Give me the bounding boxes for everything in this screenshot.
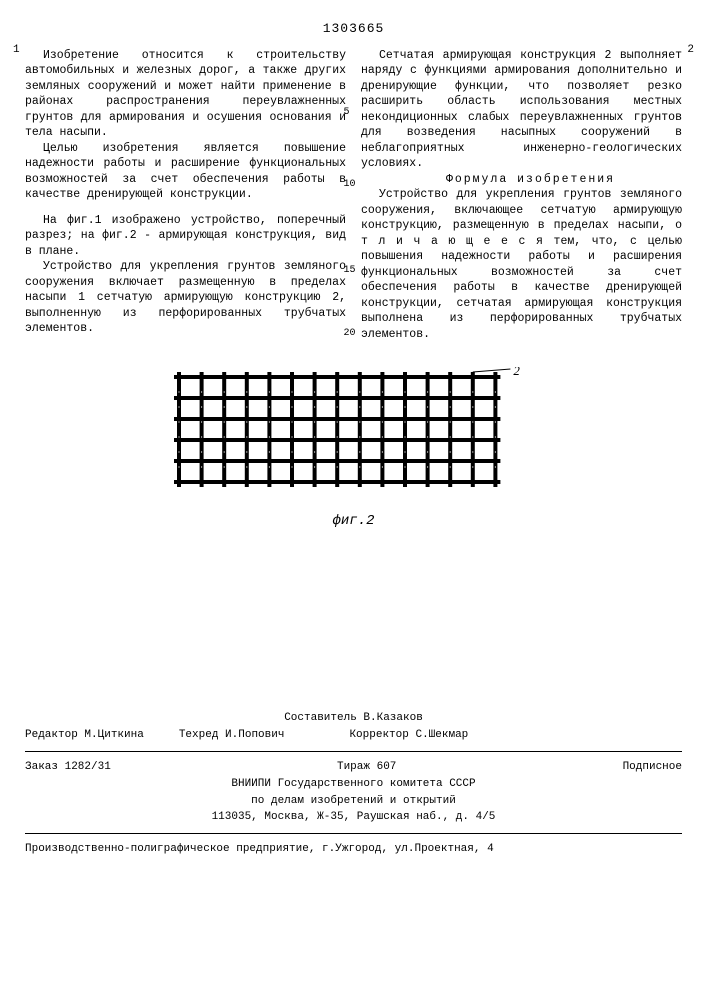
column-number-right: 2 [687, 43, 694, 58]
line-number-10: 10 [344, 178, 356, 192]
figure-2: 2 фиг.2 [25, 367, 682, 531]
divider-2 [25, 833, 682, 834]
divider-1 [25, 751, 682, 752]
footer-org1: ВНИИПИ Государственного комитета СССР [25, 777, 682, 792]
footer-subscription: Подписное [623, 760, 682, 775]
svg-text:2: 2 [513, 367, 520, 378]
footer-editor: Редактор М.Циткина [25, 728, 144, 743]
left-para-1: Изобретение относится к строительству ав… [25, 48, 346, 141]
right-para-1: Сетчатая армирующая конструкция 2 выполн… [361, 48, 682, 172]
right-para-2: Устройство для укрепления грунтов землян… [361, 187, 682, 342]
footer-tirage: Тираж 607 [337, 760, 396, 775]
footer-order: Заказ 1282/31 [25, 760, 111, 775]
line-number-20: 20 [344, 327, 356, 341]
document-number: 1303665 [25, 20, 682, 38]
footer-address: 113035, Москва, Ж-35, Раушская наб., д. … [25, 810, 682, 825]
footer-tech: Техред И.Попович [179, 728, 285, 743]
footer-compiler: Составитель В.Казаков [25, 711, 682, 726]
left-para-2: Целью изобретения является повышение над… [25, 141, 346, 203]
line-number-15: 15 [344, 264, 356, 278]
footer-corrector: Корректор С.Шекмар [349, 728, 468, 743]
figure-label: фиг.2 [25, 512, 682, 531]
text-columns: 1 2 5 10 15 20 Изобретение относится к с… [25, 48, 682, 343]
line-number-5: 5 [344, 106, 350, 120]
column-number-left: 1 [13, 43, 20, 58]
grid-diagram: 2 [174, 367, 534, 507]
footer-production: Производственно-полиграфическое предприя… [25, 842, 682, 857]
formula-title: Формула изобретения [361, 172, 682, 188]
footer-block: Составитель В.Казаков Редактор М.Циткина… [25, 711, 682, 857]
left-para-4: Устройство для укрепления грунтов землян… [25, 259, 346, 337]
right-column: Сетчатая армирующая конструкция 2 выполн… [361, 48, 682, 343]
left-column: Изобретение относится к строительству ав… [25, 48, 346, 343]
footer-org2: по делам изобретений и открытий [25, 794, 682, 809]
left-para-3: На фиг.1 изображено устройство, поперечн… [25, 213, 346, 260]
